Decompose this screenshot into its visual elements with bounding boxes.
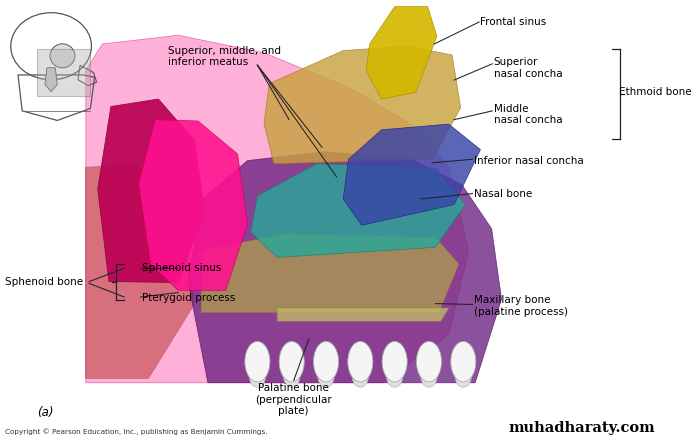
Ellipse shape	[279, 341, 304, 382]
Polygon shape	[86, 165, 195, 378]
Text: (a): (a)	[36, 406, 53, 419]
Polygon shape	[138, 120, 247, 290]
Ellipse shape	[249, 365, 266, 387]
Ellipse shape	[313, 341, 338, 382]
Text: Superior, middle, and
inferior meatus: Superior, middle, and inferior meatus	[168, 45, 281, 67]
Text: Middle
nasal concha: Middle nasal concha	[493, 103, 562, 125]
Text: Pterygoid process: Pterygoid process	[142, 293, 236, 303]
Ellipse shape	[455, 365, 472, 387]
Polygon shape	[86, 35, 468, 383]
Text: Ethmoid bone: Ethmoid bone	[619, 88, 692, 97]
Polygon shape	[251, 164, 466, 257]
Text: Maxillary bone
(palatine process): Maxillary bone (palatine process)	[474, 295, 568, 317]
Text: Palatine bone
(perpendicular
plate): Palatine bone (perpendicular plate)	[255, 383, 332, 416]
Text: Nasal bone: Nasal bone	[474, 190, 532, 199]
Ellipse shape	[348, 341, 373, 382]
Ellipse shape	[421, 365, 438, 387]
Polygon shape	[264, 46, 461, 164]
Text: Superior
nasal concha: Superior nasal concha	[493, 57, 562, 79]
Ellipse shape	[417, 341, 442, 382]
Ellipse shape	[245, 341, 270, 382]
Ellipse shape	[382, 341, 408, 382]
Polygon shape	[98, 99, 205, 282]
Text: Inferior nasal concha: Inferior nasal concha	[474, 156, 584, 165]
Text: Copyright © Pearson Education, Inc., publishing as Benjamin Cummings.: Copyright © Pearson Education, Inc., pub…	[6, 428, 268, 435]
Bar	[36, 48, 90, 96]
Polygon shape	[366, 7, 437, 99]
Ellipse shape	[451, 341, 476, 382]
Ellipse shape	[318, 365, 334, 387]
Ellipse shape	[284, 365, 300, 387]
Text: muhadharaty.com: muhadharaty.com	[508, 421, 655, 435]
Polygon shape	[278, 308, 449, 321]
Ellipse shape	[50, 44, 75, 68]
Text: Frontal sinus: Frontal sinus	[480, 17, 547, 27]
Text: Sphenoid sinus: Sphenoid sinus	[142, 264, 222, 273]
Ellipse shape	[387, 365, 403, 387]
Polygon shape	[201, 234, 459, 312]
Ellipse shape	[352, 365, 368, 387]
Polygon shape	[343, 124, 480, 225]
Polygon shape	[188, 152, 502, 383]
Polygon shape	[45, 68, 57, 92]
Text: Sphenoid bone: Sphenoid bone	[6, 278, 83, 287]
